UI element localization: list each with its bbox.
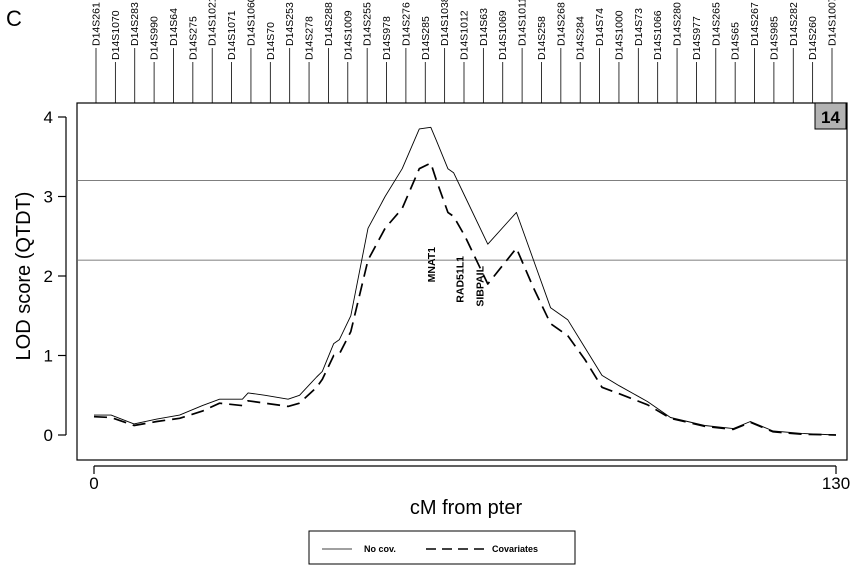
- marker-label: D14S276: [400, 2, 412, 46]
- legend: No cov. Covariates: [308, 530, 576, 565]
- marker-label: D14S261: [91, 2, 103, 46]
- y-tick-label: 3: [44, 188, 53, 207]
- y-tick-label: 2: [44, 267, 53, 286]
- marker-label: D14S284: [575, 16, 587, 60]
- marker-label: D14S1060: [245, 0, 257, 46]
- chromosome-badge: [814, 102, 847, 130]
- legend-label-nocov: No cov.: [364, 544, 396, 554]
- marker-label: D14S1066: [652, 10, 664, 60]
- marker-label: D14S73: [633, 8, 645, 46]
- marker-label: D14S63: [478, 8, 490, 46]
- marker-label: D14S1009: [342, 10, 354, 60]
- y-tick-label: 0: [44, 426, 53, 445]
- x-axis-title: cM from pter: [410, 497, 523, 519]
- series-nocov-line: [94, 126, 837, 436]
- chromosome-badge-text: 14: [821, 108, 840, 127]
- marker-label: D14S64: [168, 8, 180, 46]
- marker-label: D14S253: [284, 2, 296, 46]
- legend-label-covariates: Covariates: [492, 544, 538, 554]
- y-tick-label: 4: [44, 108, 53, 127]
- axes: 0 1 2 3 4 0 130: [44, 108, 851, 493]
- gene-label: MNAT1: [426, 247, 438, 283]
- marker-label: D14S268: [555, 2, 567, 46]
- marker-label: D14S70: [265, 22, 277, 60]
- gene-label: SIBPAIL: [474, 265, 486, 306]
- gene-labels: MNAT1 RAD51L1 SIBPAIL: [426, 247, 487, 307]
- marker-label: D14S1071: [226, 10, 238, 60]
- marker-label: D14S283: [129, 2, 141, 46]
- marker-label: D14S275: [187, 16, 199, 60]
- marker-label: D14S977: [691, 16, 703, 60]
- marker-label: D14S260: [807, 16, 819, 60]
- marker-label: D14S1070: [110, 10, 122, 60]
- marker-label: D14S280: [672, 2, 684, 46]
- marker-label: D14S278: [304, 16, 316, 60]
- marker-label: D14S1000: [613, 10, 625, 60]
- marker-labels: D14S261 D14S1070 D14S283 D14S990 D14S64 D14S2…: [91, 0, 839, 103]
- marker-label: D14S282: [788, 2, 800, 46]
- marker-label: D14S1011: [517, 0, 529, 46]
- marker-label: D14S1012: [459, 10, 471, 60]
- marker-label: D14S65: [730, 22, 742, 60]
- marker-label: D14S990: [149, 16, 161, 60]
- marker-label: D14S258: [536, 16, 548, 60]
- panel-letter: C: [6, 6, 22, 31]
- marker-label: D14S1021: [207, 0, 219, 46]
- legend-box: [308, 530, 576, 565]
- marker-label: D14S1038: [439, 0, 451, 46]
- series-covariates-line: [93, 162, 837, 436]
- marker-label: D14S978: [381, 16, 393, 60]
- plot-frame: [76, 102, 848, 461]
- marker-label: D14S1007: [827, 0, 839, 46]
- marker-label: D14S265: [710, 2, 722, 46]
- gene-label: RAD51L1: [454, 256, 466, 303]
- y-tick-label: 1: [44, 347, 53, 366]
- marker-label: D14S267: [749, 2, 761, 46]
- x-tick-label: 130: [822, 474, 850, 493]
- y-axis-title: LOD score (QTDT): [13, 192, 35, 361]
- threshold-lines: [78, 180, 846, 261]
- marker-label: D14S285: [420, 16, 432, 60]
- marker-label: D14S1069: [497, 10, 509, 60]
- x-tick-label: 0: [89, 474, 98, 493]
- series-lines: [93, 126, 837, 436]
- marker-label: D14S255: [362, 2, 374, 46]
- marker-label: D14S74: [594, 8, 606, 46]
- marker-label: D14S288: [323, 2, 335, 46]
- marker-label: D14S985: [768, 16, 780, 60]
